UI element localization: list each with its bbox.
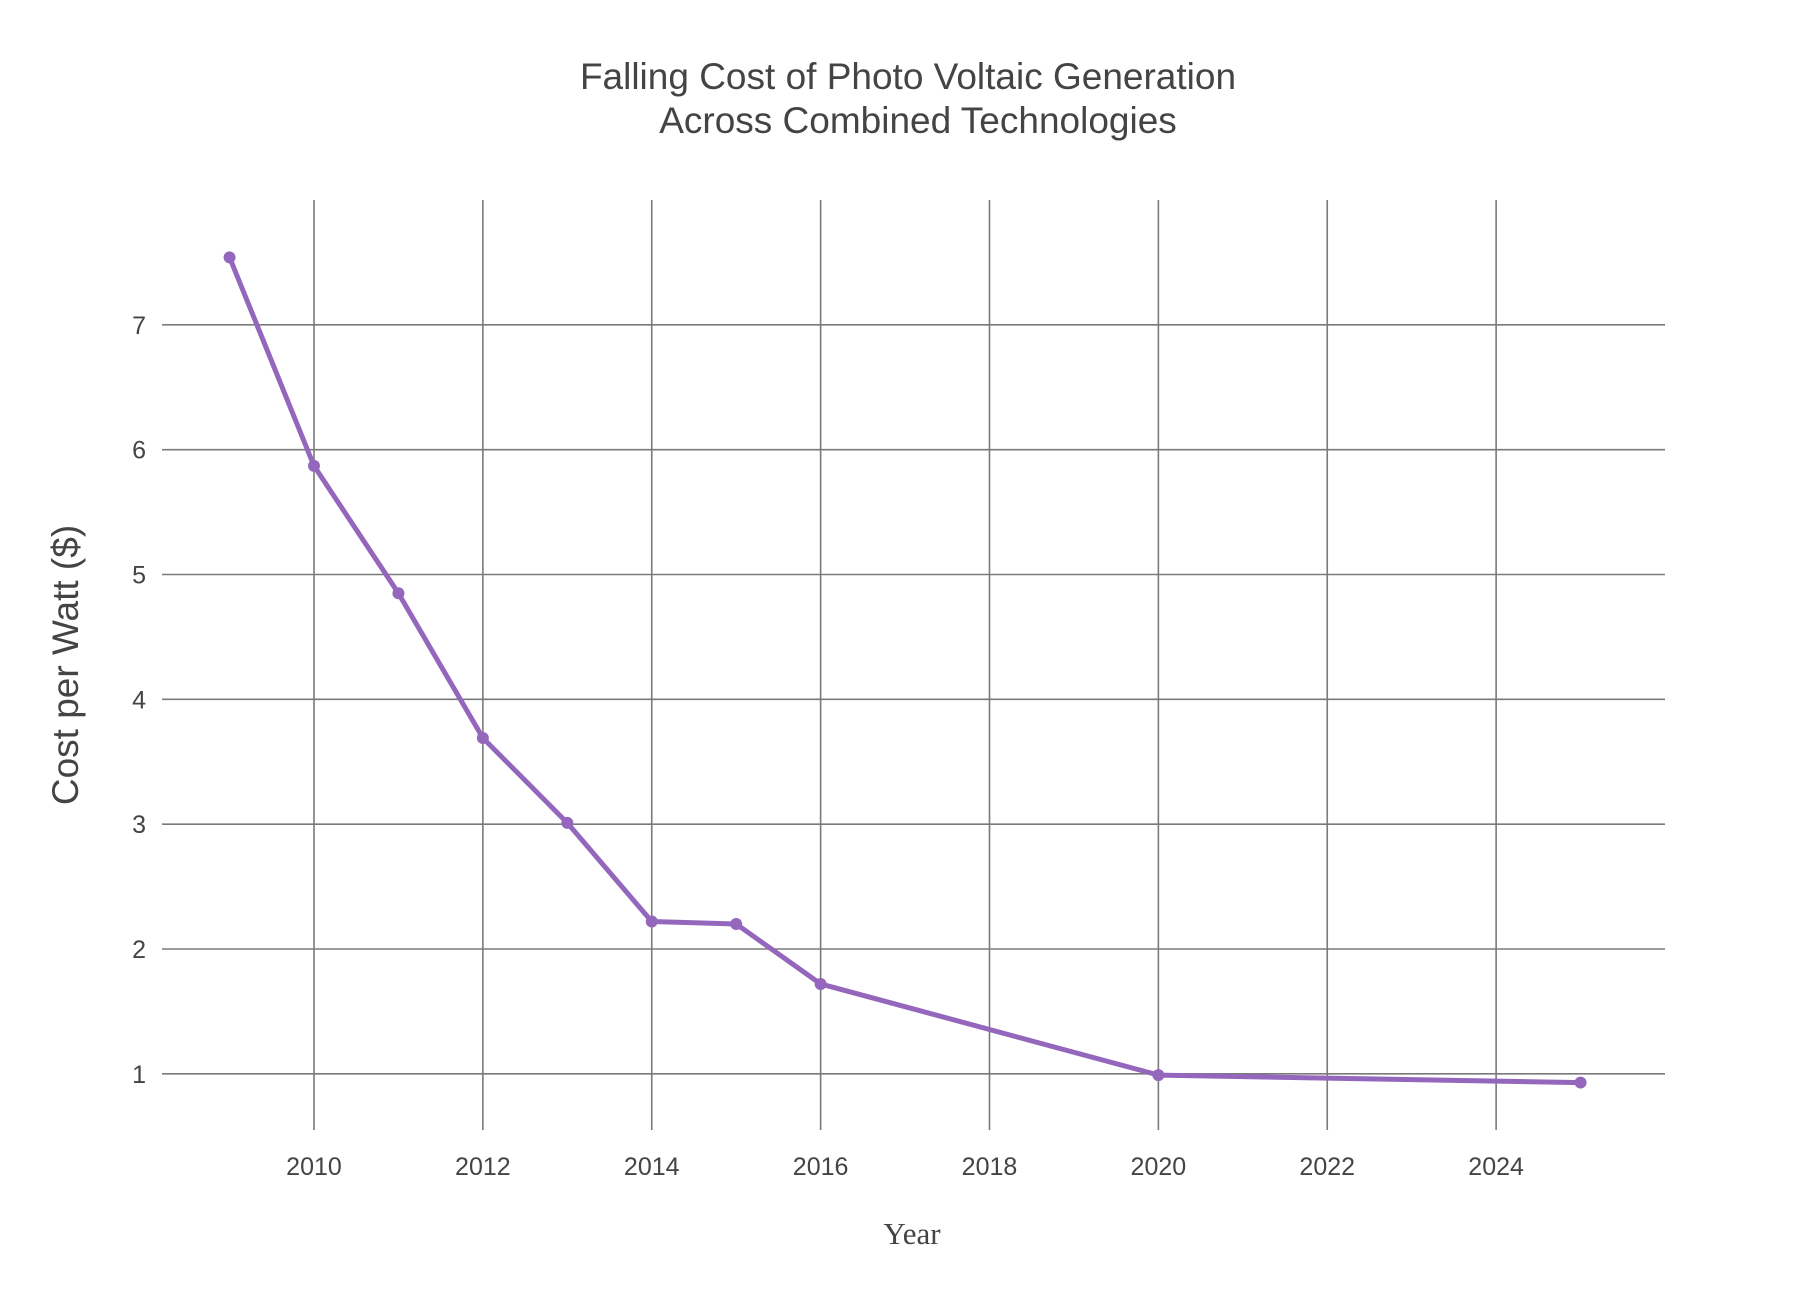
data-point-2011 bbox=[392, 587, 405, 600]
data-point-2015 bbox=[730, 918, 743, 931]
y-tick-label-7: 7 bbox=[132, 312, 146, 340]
x-tick-label-2022: 2022 bbox=[1299, 1153, 1355, 1181]
data-point-2009 bbox=[223, 251, 236, 264]
series-line-0 bbox=[227, 254, 1584, 1086]
data-point-2010 bbox=[307, 459, 320, 472]
data-point-2016 bbox=[814, 977, 827, 990]
chart-subtitle: Across Combined Technologies bbox=[659, 100, 1177, 141]
x-axis-title: Year bbox=[883, 1216, 941, 1251]
x-tick-label-2010: 2010 bbox=[286, 1153, 342, 1181]
data-point-2012 bbox=[476, 732, 489, 745]
y-tick-label-6: 6 bbox=[132, 437, 146, 465]
y-tick-label-2: 2 bbox=[132, 936, 146, 964]
data-point-2013 bbox=[561, 816, 574, 829]
chart-title: Falling Cost of Photo Voltaic Generation bbox=[580, 56, 1236, 97]
x-tick-label-2014: 2014 bbox=[624, 1153, 680, 1181]
y-tick-label-4: 4 bbox=[132, 686, 146, 714]
y-tick-label-5: 5 bbox=[132, 561, 146, 589]
y-axis-title: Cost per Watt ($) bbox=[45, 525, 86, 805]
x-tick-label-2020: 2020 bbox=[1131, 1153, 1187, 1181]
data-point-2014 bbox=[645, 915, 658, 928]
data-point-2020 bbox=[1152, 1069, 1165, 1082]
x-tick-label-2024: 2024 bbox=[1468, 1153, 1524, 1181]
y-tick-label-3: 3 bbox=[132, 811, 146, 839]
data-point-2025 bbox=[1574, 1076, 1587, 1089]
x-tick-label-2018: 2018 bbox=[962, 1153, 1018, 1181]
axis-ticks: 2010 2012 2014 2016 2018 2020 2022 2024 1 2 3 4 5 6 7 bbox=[132, 312, 1524, 1181]
grid-lines bbox=[162, 200, 1665, 1130]
y-tick-label-1: 1 bbox=[132, 1061, 146, 1089]
x-tick-label-2012: 2012 bbox=[455, 1153, 511, 1181]
x-tick-label-2016: 2016 bbox=[793, 1153, 849, 1181]
series-layer bbox=[223, 251, 1587, 1089]
